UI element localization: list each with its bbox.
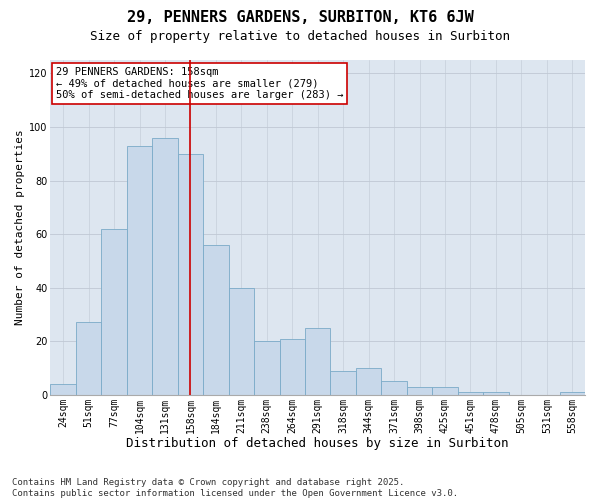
Bar bbox=[76, 322, 101, 395]
Bar bbox=[483, 392, 509, 395]
Bar bbox=[356, 368, 382, 395]
Bar bbox=[152, 138, 178, 395]
Bar bbox=[432, 387, 458, 395]
Bar bbox=[254, 341, 280, 395]
Bar bbox=[331, 370, 356, 395]
Bar bbox=[203, 245, 229, 395]
Bar bbox=[178, 154, 203, 395]
Bar bbox=[458, 392, 483, 395]
Bar bbox=[280, 338, 305, 395]
Bar bbox=[50, 384, 76, 395]
Bar bbox=[101, 228, 127, 395]
Bar bbox=[382, 382, 407, 395]
Text: Size of property relative to detached houses in Surbiton: Size of property relative to detached ho… bbox=[90, 30, 510, 43]
Bar bbox=[127, 146, 152, 395]
Y-axis label: Number of detached properties: Number of detached properties bbox=[15, 130, 25, 326]
Bar bbox=[305, 328, 331, 395]
Bar bbox=[407, 387, 432, 395]
Text: 29, PENNERS GARDENS, SURBITON, KT6 6JW: 29, PENNERS GARDENS, SURBITON, KT6 6JW bbox=[127, 10, 473, 25]
Bar bbox=[560, 392, 585, 395]
Text: 29 PENNERS GARDENS: 158sqm
← 49% of detached houses are smaller (279)
50% of sem: 29 PENNERS GARDENS: 158sqm ← 49% of deta… bbox=[56, 66, 343, 100]
Bar bbox=[229, 288, 254, 395]
X-axis label: Distribution of detached houses by size in Surbiton: Distribution of detached houses by size … bbox=[127, 437, 509, 450]
Text: Contains HM Land Registry data © Crown copyright and database right 2025.
Contai: Contains HM Land Registry data © Crown c… bbox=[12, 478, 458, 498]
